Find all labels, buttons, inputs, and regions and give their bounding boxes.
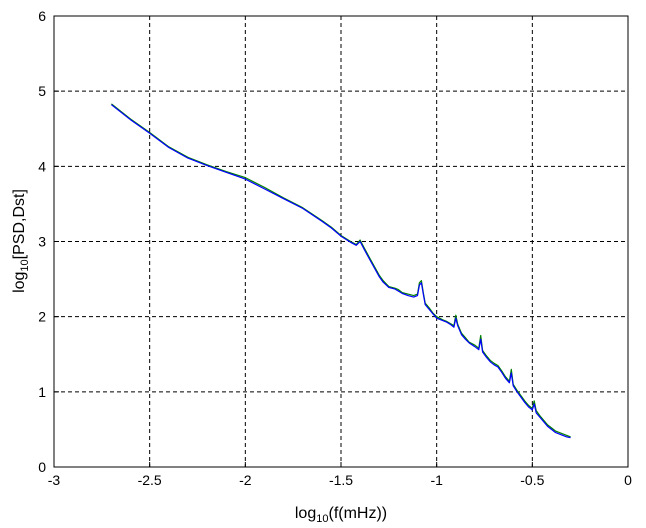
y-tick-label: 4	[38, 158, 46, 174]
y-tick-label: 5	[38, 83, 46, 99]
series-group	[111, 103, 571, 439]
x-tick-label: -2	[239, 472, 252, 488]
y-tick-label: 2	[38, 309, 46, 325]
series-line-1	[111, 103, 571, 438]
x-tick-label: -3	[48, 472, 61, 488]
grid	[54, 16, 628, 467]
series-line-2	[111, 104, 571, 439]
y-tick-label: 1	[38, 384, 46, 400]
x-tick-label: -0.5	[520, 472, 544, 488]
y-axis-label: log10[PSD,Dst]	[11, 189, 31, 293]
y-tick-label: 0	[38, 459, 46, 475]
y-tick-label: 6	[38, 8, 46, 24]
tick-labels: -3 -2.5 -2 -1.5 -1 -0.5 0 0 1 2 3 4 5 6	[38, 8, 632, 488]
x-axis-label: log10(f(mHz))	[295, 505, 387, 525]
x-tick-label: -1.5	[329, 472, 353, 488]
y-tick-label: 3	[38, 234, 46, 250]
x-tick-label: -2.5	[138, 472, 162, 488]
x-tick-label: -1	[430, 472, 443, 488]
x-tick-label: 0	[624, 472, 632, 488]
